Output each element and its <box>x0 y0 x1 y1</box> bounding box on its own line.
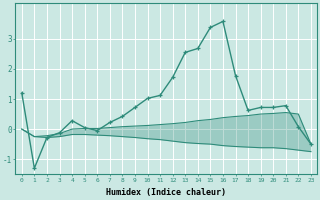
X-axis label: Humidex (Indice chaleur): Humidex (Indice chaleur) <box>106 188 226 197</box>
